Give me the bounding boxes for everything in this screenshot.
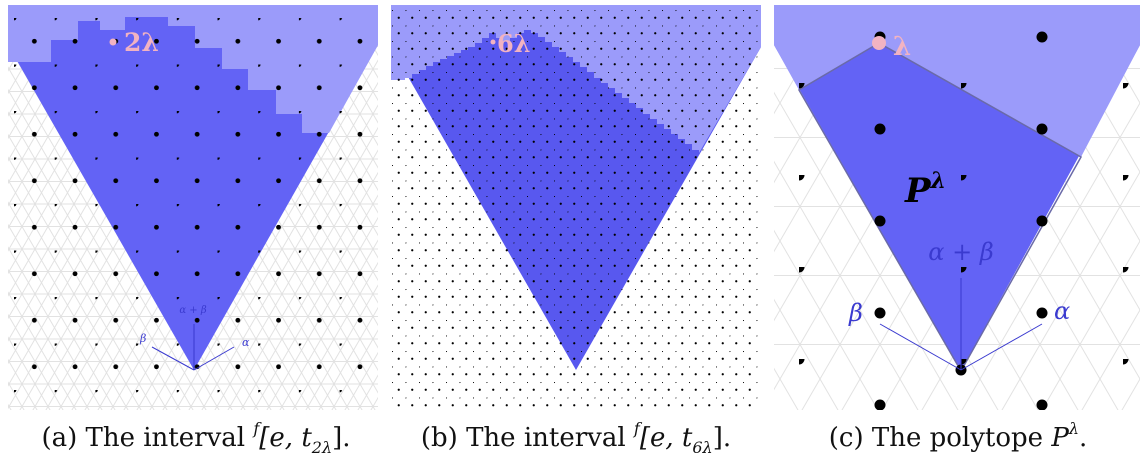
- panel-a-roots: [151, 324, 235, 371]
- panel-c-polytope-label: Pλ: [904, 168, 946, 211]
- panel-b-lattice: [391, 5, 761, 410]
- panel-a: α + β β α 2λ: [8, 5, 378, 410]
- panel-a-highlight-point: [109, 38, 117, 46]
- panel-c-root-sum-label: α + β: [928, 238, 993, 266]
- panel-c-root-beta-label: β: [848, 299, 863, 327]
- panel-a-highlight-label: 2λ: [124, 28, 159, 57]
- panel-a-root-beta-label: β: [139, 332, 146, 345]
- panel-c-highlight-point: [872, 36, 886, 50]
- panel-b-highlight-point: [490, 39, 496, 45]
- panel-c-roots: [879, 278, 1043, 371]
- panel-c-highlight-label: λ: [893, 32, 911, 62]
- caption-b: (b) The interval f[e, t6λ].: [421, 419, 731, 457]
- panel-a-root-beta-line: [151, 346, 195, 371]
- panel-c: α + β β α Pλ λ: [774, 5, 1140, 410]
- panel-c-root-alpha-line: [960, 323, 1043, 371]
- panel-a-lattice: [8, 5, 378, 410]
- panel-b: 6λ: [391, 5, 761, 410]
- panel-c-lattice: [774, 5, 1140, 410]
- panel-a-root-alpha-line: [193, 346, 235, 371]
- panel-b-highlight-label: 6λ: [497, 29, 531, 58]
- panel-c-root-alpha-label: α: [1054, 297, 1070, 325]
- caption-a: (a) The interval f[e, t2λ].: [41, 419, 350, 457]
- panel-a-root-alpha-label: α: [242, 336, 250, 349]
- caption-c: (c) The polytope Pλ.: [829, 419, 1087, 453]
- panel-a-root-sum-label: α + β: [179, 305, 206, 316]
- panel-c-root-beta-line: [879, 323, 962, 371]
